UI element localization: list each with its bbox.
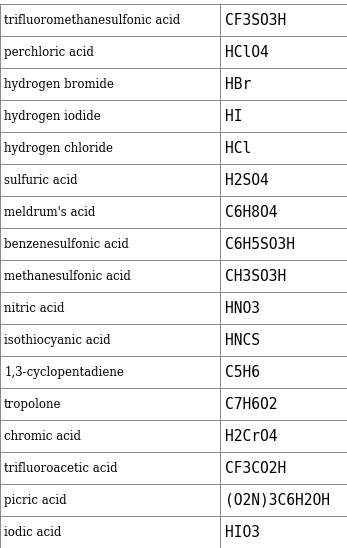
Text: 1,3-cyclopentadiene: 1,3-cyclopentadiene bbox=[4, 366, 124, 379]
Text: sulfuric acid: sulfuric acid bbox=[4, 174, 78, 187]
Text: trifluoromethanesulfonic acid: trifluoromethanesulfonic acid bbox=[4, 14, 180, 27]
Text: H2SO4: H2SO4 bbox=[225, 173, 268, 188]
Text: hydrogen chloride: hydrogen chloride bbox=[4, 142, 113, 155]
Text: HNCS: HNCS bbox=[225, 333, 260, 347]
Text: HBr: HBr bbox=[225, 77, 251, 92]
Text: C7H6O2: C7H6O2 bbox=[225, 397, 277, 412]
Text: HIO3: HIO3 bbox=[225, 524, 260, 540]
Text: hydrogen iodide: hydrogen iodide bbox=[4, 110, 101, 123]
Text: HCl: HCl bbox=[225, 141, 251, 156]
Text: tropolone: tropolone bbox=[4, 398, 62, 410]
Text: CH3SO3H: CH3SO3H bbox=[225, 269, 286, 284]
Text: methanesulfonic acid: methanesulfonic acid bbox=[4, 270, 131, 283]
Text: H2CrO4: H2CrO4 bbox=[225, 429, 277, 443]
Text: C6H5SO3H: C6H5SO3H bbox=[225, 237, 295, 252]
Text: HNO3: HNO3 bbox=[225, 301, 260, 316]
Text: HClO4: HClO4 bbox=[225, 45, 268, 60]
Text: (O2N)3C6H2OH: (O2N)3C6H2OH bbox=[225, 493, 330, 507]
Text: C5H6: C5H6 bbox=[225, 364, 260, 380]
Text: CF3SO3H: CF3SO3H bbox=[225, 13, 286, 28]
Text: meldrum's acid: meldrum's acid bbox=[4, 206, 95, 219]
Text: benzenesulfonic acid: benzenesulfonic acid bbox=[4, 238, 129, 251]
Text: isothiocyanic acid: isothiocyanic acid bbox=[4, 334, 111, 347]
Text: perchloric acid: perchloric acid bbox=[4, 46, 94, 59]
Text: picric acid: picric acid bbox=[4, 494, 67, 506]
Text: iodic acid: iodic acid bbox=[4, 526, 61, 539]
Text: CF3CO2H: CF3CO2H bbox=[225, 460, 286, 476]
Text: trifluoroacetic acid: trifluoroacetic acid bbox=[4, 461, 118, 475]
Text: HI: HI bbox=[225, 109, 242, 124]
Text: chromic acid: chromic acid bbox=[4, 430, 81, 443]
Text: hydrogen bromide: hydrogen bromide bbox=[4, 78, 114, 91]
Text: C6H8O4: C6H8O4 bbox=[225, 205, 277, 220]
Text: nitric acid: nitric acid bbox=[4, 301, 65, 315]
